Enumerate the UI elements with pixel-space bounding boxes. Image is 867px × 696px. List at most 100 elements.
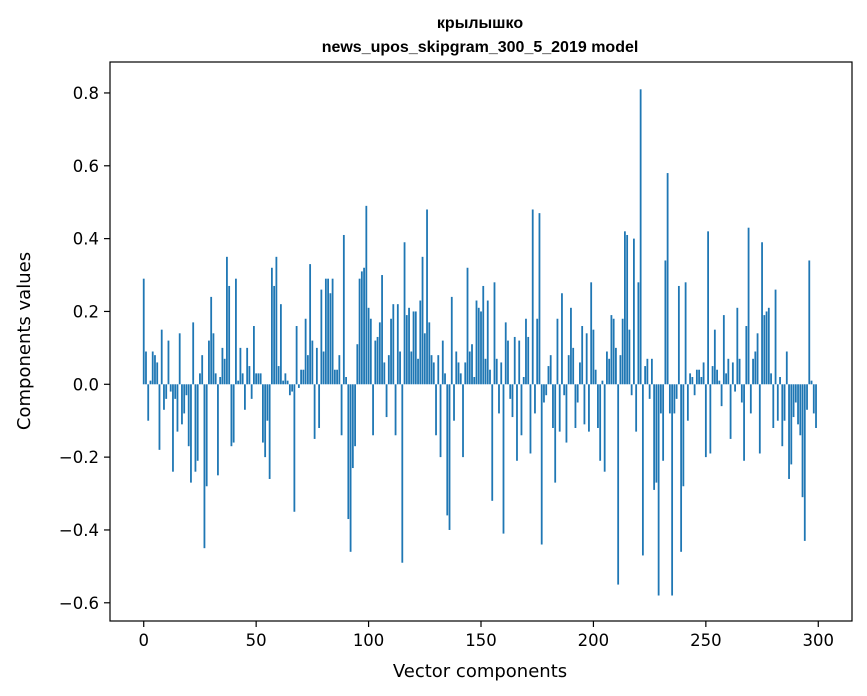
bar-263 xyxy=(734,384,736,392)
bar-197 xyxy=(585,333,588,385)
bar-172 xyxy=(529,384,532,454)
y-tick-label: 0.8 xyxy=(73,84,99,103)
bar-200 xyxy=(592,329,595,385)
bar-92 xyxy=(349,384,352,552)
bar-240 xyxy=(682,384,685,487)
bar-100 xyxy=(367,307,370,385)
bar-188 xyxy=(565,384,568,443)
bar-9 xyxy=(163,384,165,410)
bar-84 xyxy=(331,278,334,385)
bar-51 xyxy=(257,373,260,385)
bar-24 xyxy=(196,384,199,461)
bar-85 xyxy=(333,369,336,385)
bar-121 xyxy=(414,311,417,385)
bar-74 xyxy=(309,264,312,385)
bar-26 xyxy=(201,355,204,385)
bar-194 xyxy=(579,362,581,385)
bar-275 xyxy=(761,242,763,385)
bar-270 xyxy=(749,384,752,414)
bar-193 xyxy=(576,384,579,403)
bar-60 xyxy=(277,366,280,385)
bar-192 xyxy=(574,384,577,428)
bar-202 xyxy=(597,384,599,428)
bar-175 xyxy=(536,318,539,385)
bar-170 xyxy=(525,318,527,385)
y-tick-label: −0.4 xyxy=(59,521,99,540)
bar-285 xyxy=(783,384,786,421)
bar-243 xyxy=(689,373,692,385)
bar-81 xyxy=(324,278,327,385)
bar-1 xyxy=(145,351,147,385)
x-axis-label: Vector components xyxy=(393,661,567,682)
y-tick-label: 0.4 xyxy=(73,230,99,249)
bar-11 xyxy=(167,340,170,385)
bar-187 xyxy=(563,384,566,396)
bar-266 xyxy=(740,384,743,403)
bar-94 xyxy=(354,384,356,447)
bar-106 xyxy=(381,275,383,385)
bar-295 xyxy=(806,384,808,410)
bar-260 xyxy=(727,358,730,385)
bar-91 xyxy=(347,384,350,520)
bar-64 xyxy=(286,380,289,385)
bar-112 xyxy=(394,384,397,436)
bar-267 xyxy=(743,384,745,461)
bar-135 xyxy=(446,384,449,516)
bar-33 xyxy=(217,384,219,476)
bar-115 xyxy=(401,384,404,563)
bar-113 xyxy=(396,304,399,385)
bar-103 xyxy=(374,340,377,385)
bar-198 xyxy=(588,384,590,432)
bar-16 xyxy=(178,333,181,385)
y-axis-ticks: −0.6 −0.4 −0.2 0.0 0.2 0.4 0.6 0.8 xyxy=(59,84,110,613)
bar-117 xyxy=(405,315,408,385)
bar-254 xyxy=(713,329,716,385)
bar-161 xyxy=(504,322,507,385)
bar-143 xyxy=(464,362,467,385)
bar-12 xyxy=(169,384,172,392)
x-tick-label: 200 xyxy=(578,631,610,650)
bar-93 xyxy=(351,384,354,469)
bar-140 xyxy=(457,362,460,385)
y-tick-label: −0.6 xyxy=(59,594,99,613)
bar-50 xyxy=(255,373,258,385)
bar-8 xyxy=(160,329,163,385)
bar-184 xyxy=(556,318,559,385)
bar-53 xyxy=(262,384,264,443)
bar-70 xyxy=(300,369,303,385)
bar-128 xyxy=(430,355,433,385)
bar-164 xyxy=(511,384,514,418)
bar-48 xyxy=(250,384,253,399)
bar-290 xyxy=(794,384,797,403)
bar-97 xyxy=(360,271,363,385)
bar-42 xyxy=(237,380,240,385)
bar-0 xyxy=(142,278,145,385)
bar-291 xyxy=(797,384,799,425)
bar-166 xyxy=(516,384,518,461)
bar-41 xyxy=(235,278,237,385)
bar-211 xyxy=(617,384,620,585)
bar-57 xyxy=(270,267,273,385)
bar-235 xyxy=(671,384,674,596)
bar-83 xyxy=(329,293,332,385)
bar-34 xyxy=(219,377,222,385)
bar-125 xyxy=(423,333,426,385)
bar-13 xyxy=(172,384,174,472)
bar-277 xyxy=(765,311,768,385)
bar-31 xyxy=(212,333,215,385)
bar-47 xyxy=(248,366,251,385)
bar-96 xyxy=(358,278,361,385)
bar-82 xyxy=(327,278,329,385)
bar-127 xyxy=(428,322,431,385)
bar-49 xyxy=(253,326,255,385)
bar-6 xyxy=(156,362,159,385)
bar-292 xyxy=(799,384,802,436)
bar-59 xyxy=(275,256,278,385)
bar-248 xyxy=(700,377,703,385)
bar-246 xyxy=(695,369,698,385)
bar-107 xyxy=(383,362,386,385)
bar-101 xyxy=(369,318,372,385)
bar-138 xyxy=(453,384,455,421)
bar-245 xyxy=(693,384,696,396)
